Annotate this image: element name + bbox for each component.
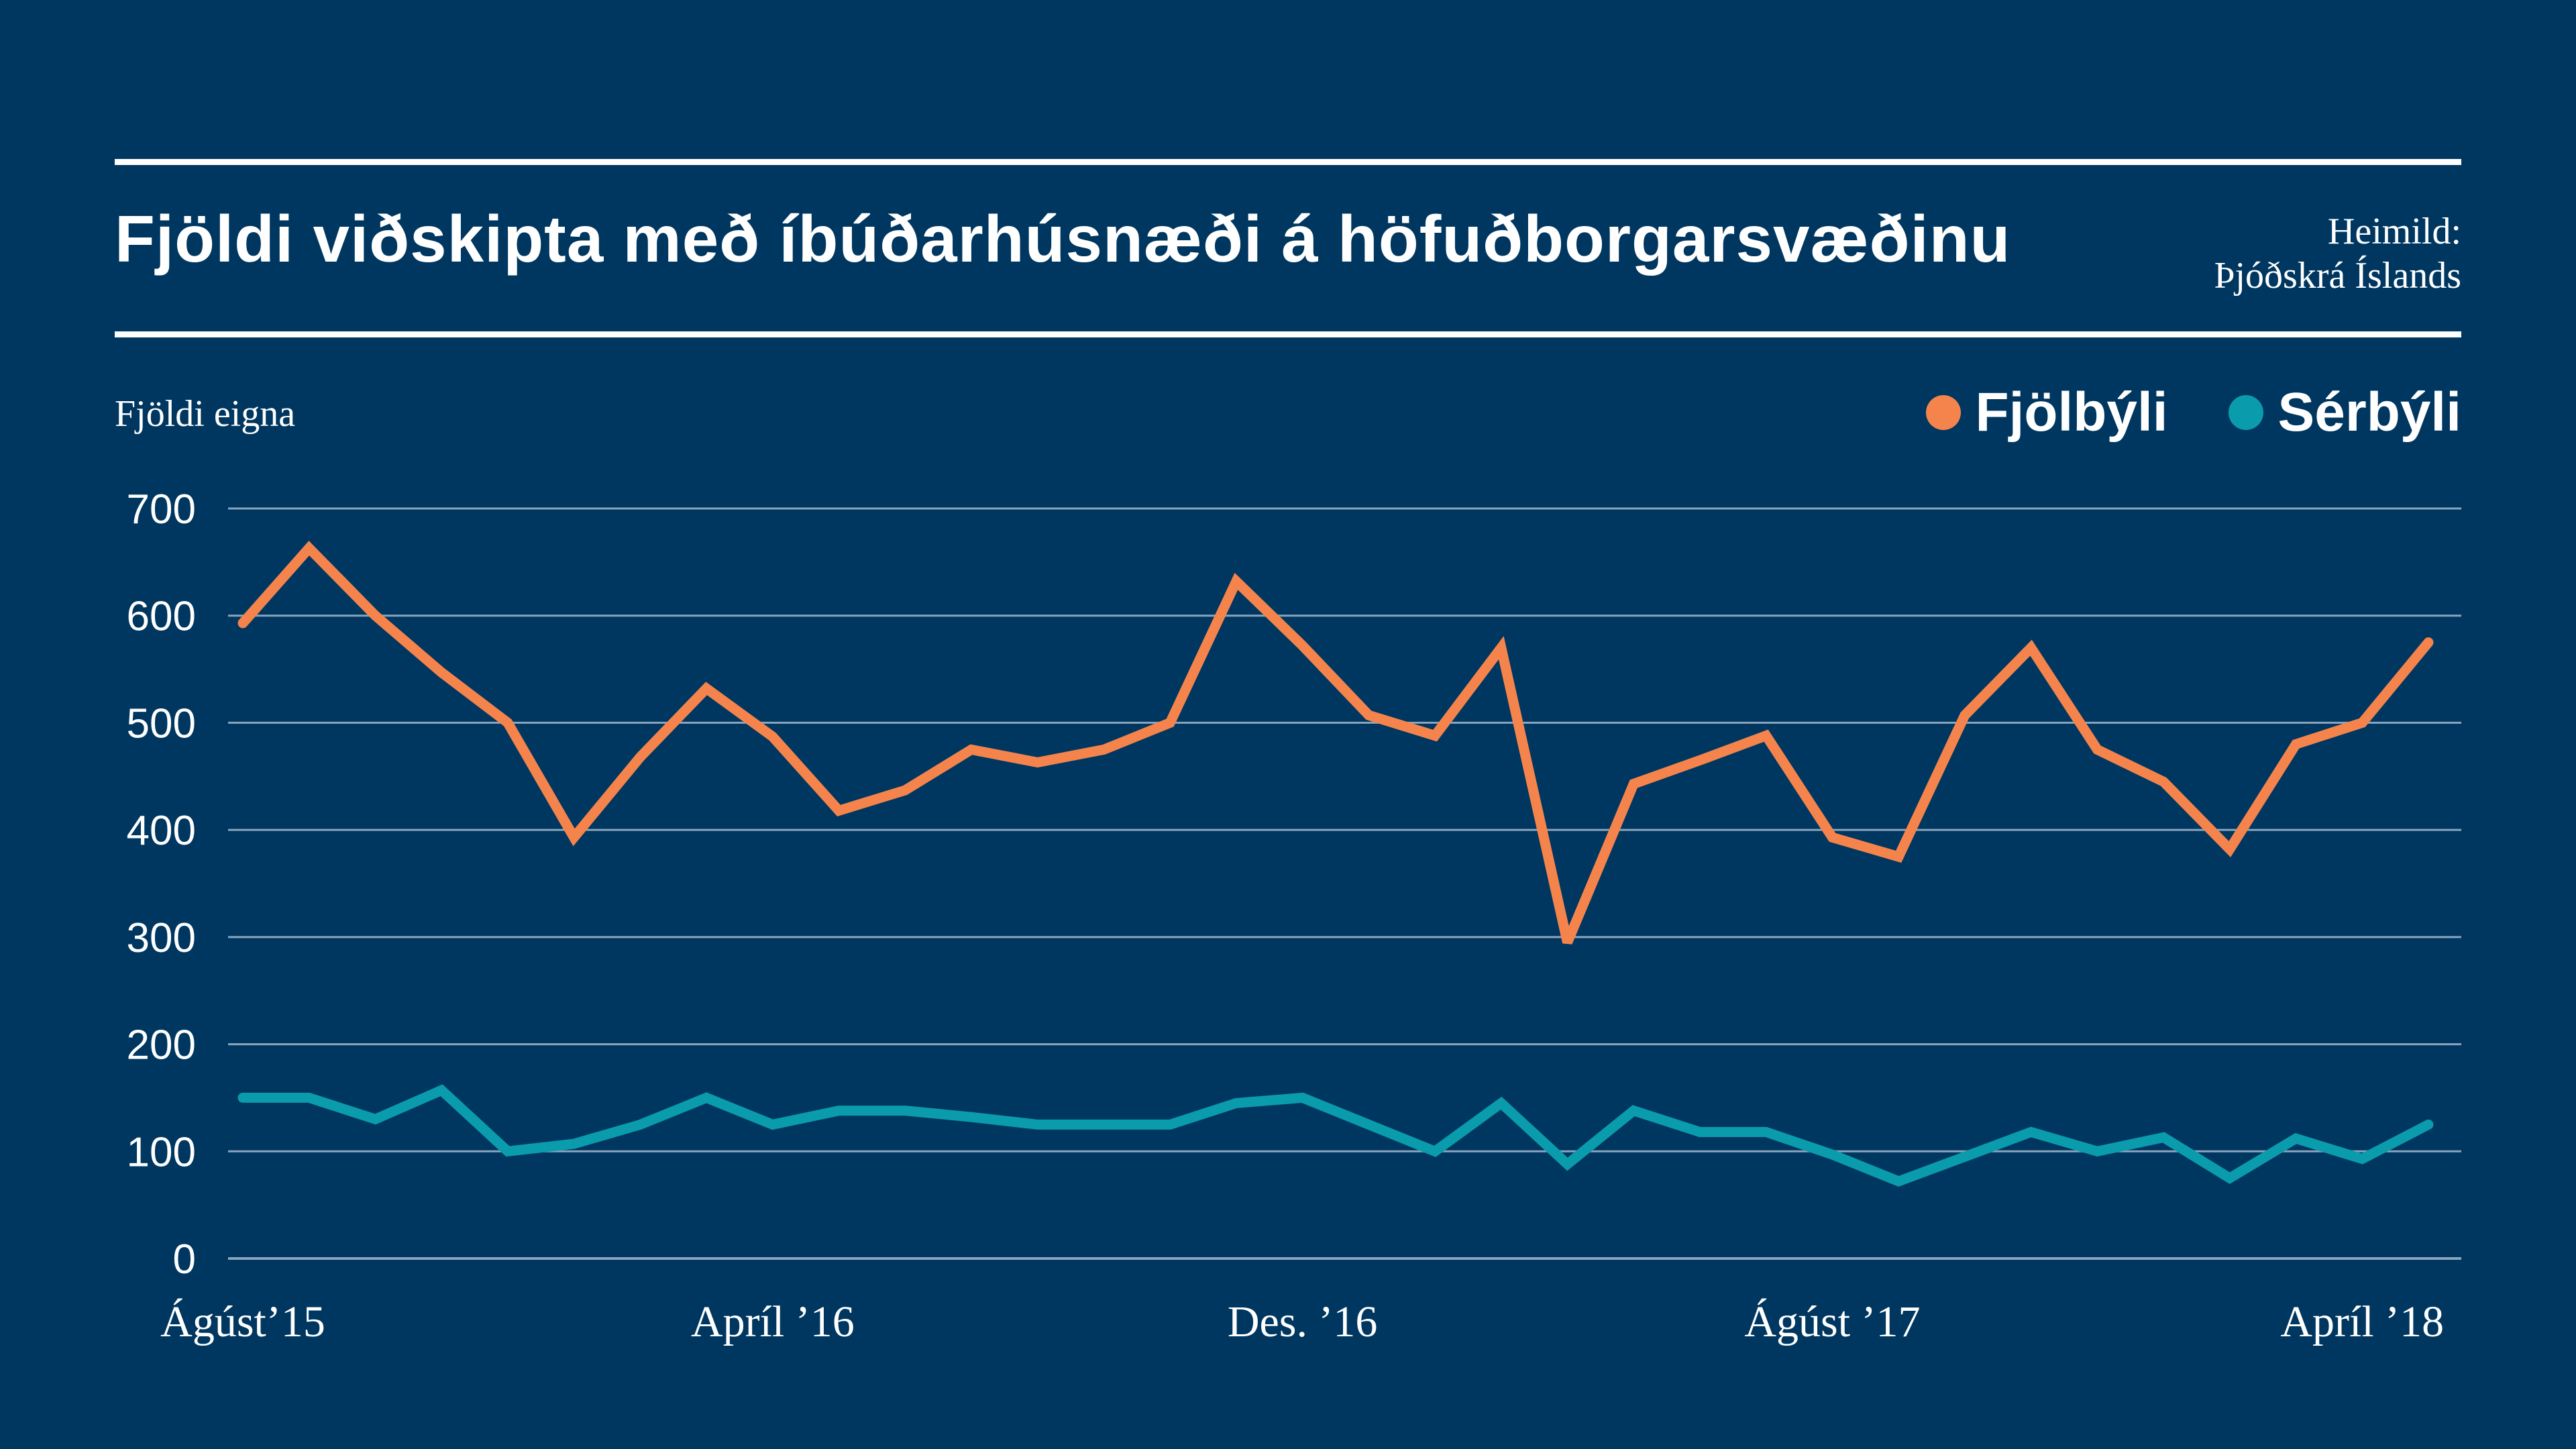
source-note: Heimild: Þjóðskrá Íslands <box>2214 209 2461 298</box>
series-line-fjolbyli <box>237 541 2434 945</box>
x-tick-label-3: Ágúst ’17 <box>1744 1297 1920 1346</box>
x-tick-label-0: Ágúst’15 <box>160 1297 325 1346</box>
header-top-rule <box>115 159 2461 165</box>
legend-dot-fjolbyli <box>1925 395 1961 430</box>
y-tick-label-400: 400 <box>127 808 196 854</box>
header-bottom-rule <box>115 331 2461 337</box>
x-tick-label-1: Apríl ’16 <box>691 1297 855 1346</box>
source-name: Þjóðskrá Íslands <box>2214 255 2461 297</box>
y-tick-label-500: 500 <box>127 700 196 747</box>
y-axis-label: Fjöldi eigna <box>115 393 296 435</box>
y-tick-label-100: 100 <box>127 1129 196 1175</box>
legend: Fjölbýli Sérbýli <box>1925 381 2461 444</box>
series-line-serbyli <box>237 1084 2434 1187</box>
legend-label-serbyli: Sérbýli <box>2277 382 2461 443</box>
y-tick-label-0: 0 <box>173 1236 196 1283</box>
y-tick-label-200: 200 <box>127 1022 196 1069</box>
x-tick-label-4: Apríl ’18 <box>2280 1297 2444 1346</box>
legend-item-fjolbyli: Fjölbýli <box>1925 381 2168 444</box>
y-tick-label-300: 300 <box>127 915 196 961</box>
legend-dot-serbyli <box>2228 395 2263 430</box>
legend-label-fjolbyli: Fjölbýli <box>1975 382 2168 443</box>
source-label: Heimild: <box>2327 211 2461 252</box>
chart-title: Fjöldi viðskipta með íbúðarhúsnæði á höf… <box>115 202 2011 276</box>
x-tick-label-2: Des. ’16 <box>1228 1297 1378 1346</box>
y-tick-label-700: 700 <box>127 486 196 533</box>
legend-item-serbyli: Sérbýli <box>2228 381 2461 444</box>
y-tick-label-600: 600 <box>127 594 196 640</box>
